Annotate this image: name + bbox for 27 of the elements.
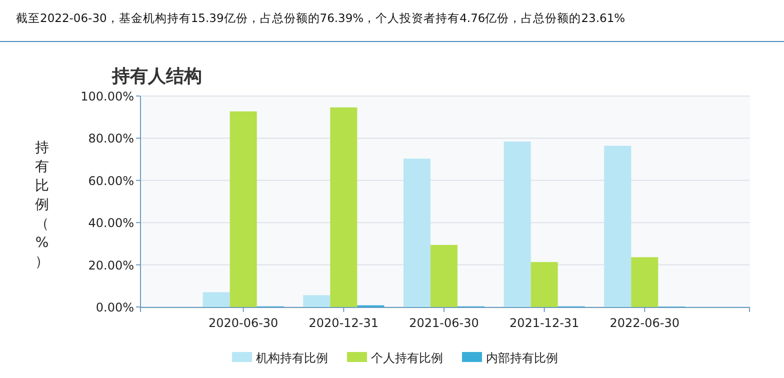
bar (330, 107, 358, 307)
y-tick-label: 40.00% (88, 216, 134, 230)
chart-title: 持有人结构 (111, 66, 202, 87)
bar (430, 244, 458, 307)
bar (631, 257, 658, 307)
bar (403, 158, 430, 307)
bar (303, 295, 330, 307)
y-axis-title: 持有比例（%） (35, 140, 49, 270)
y-tick-label: 80.00% (88, 132, 134, 146)
bar (504, 142, 531, 307)
bar (530, 262, 558, 307)
bar (230, 111, 257, 307)
y-tick-label: 100.00% (80, 90, 134, 104)
legend-label: 机构持有比例 (256, 351, 328, 365)
x-tick-label: 2020-12-31 (308, 316, 379, 330)
y-tick-label: 0.00% (96, 300, 134, 314)
legend-label: 个人持有比例 (371, 351, 443, 365)
text: 截至2022-06-30，基金机构持有15.39亿份，占总份额的76.39%，个人投资者持有4.76亿份，占总份额的23.61% (16, 11, 626, 25)
x-tick-label: 2020-06-30 (208, 316, 278, 330)
y-tick-label: 60.00% (88, 174, 134, 188)
x-tick-label: 2022-06-30 (610, 316, 680, 330)
y-tick-label: 20.00% (88, 258, 134, 272)
bar (604, 146, 632, 307)
bar (202, 292, 230, 307)
x-tick-label: 2021-12-31 (509, 316, 580, 330)
x-tick-label: 2021-06-30 (409, 316, 479, 330)
legend-label: 内部持有比例 (486, 351, 558, 365)
